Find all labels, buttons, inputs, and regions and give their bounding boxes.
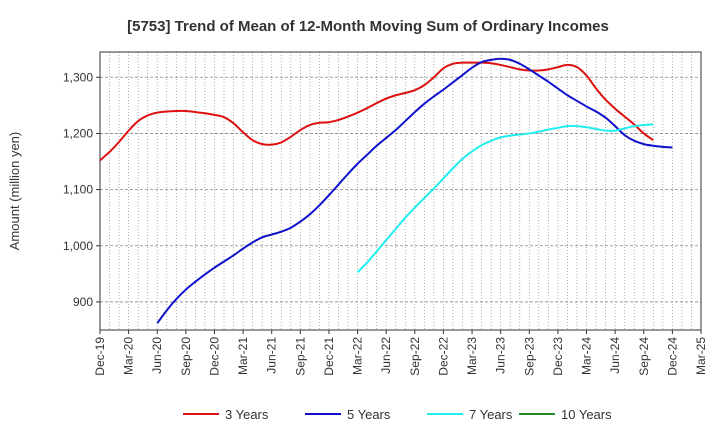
x-tick-label: Jun-20 — [150, 337, 164, 374]
x-tick-label: Sep-22 — [408, 337, 422, 376]
legend-label: 3 Years — [225, 407, 269, 422]
legend-label: 10 Years — [561, 407, 612, 422]
legend: 3 Years 5 Years 7 Years 10 Years — [183, 407, 612, 422]
y-axis-ticks: 900 1,000 1,100 1,200 1,300 — [63, 70, 100, 309]
grid-lines — [100, 52, 701, 330]
y-axis-label: Amount (million yen) — [7, 132, 22, 251]
x-tick-label: Mar-24 — [580, 337, 594, 375]
x-tick-label: Mar-22 — [351, 337, 365, 375]
chart-title: [5753] Trend of Mean of 12-Month Moving … — [127, 18, 609, 35]
x-tick-label: Jun-21 — [265, 337, 279, 374]
x-tick-label: Sep-24 — [637, 337, 651, 376]
x-tick-label: Dec-24 — [665, 337, 679, 376]
x-tick-label: Dec-19 — [93, 337, 107, 376]
x-tick-label: Sep-21 — [293, 337, 307, 376]
y-tick-label: 1,300 — [63, 70, 93, 84]
x-tick-label: Jun-22 — [379, 337, 393, 374]
series-line-7-years — [356, 123, 654, 273]
x-tick-label: Dec-21 — [322, 337, 336, 376]
x-axis-ticks: Dec-19 Mar-20 Jun-20 Sep-20 Dec-20 Mar-21 Jun-… — [93, 330, 708, 376]
series-line-3-years — [99, 61, 654, 162]
x-tick-label: Mar-23 — [465, 337, 479, 375]
x-tick-label: Dec-20 — [207, 337, 221, 376]
x-tick-label: Dec-22 — [436, 337, 450, 376]
y-tick-label: 1,100 — [63, 183, 93, 197]
y-tick-label: 1,200 — [63, 126, 93, 140]
series-lines — [99, 57, 673, 324]
x-tick-label: Mar-25 — [694, 337, 708, 375]
legend-label: 5 Years — [347, 407, 391, 422]
y-tick-label: 900 — [73, 295, 93, 309]
plot-area-frame — [99, 51, 702, 331]
x-tick-label: Sep-20 — [179, 337, 193, 376]
x-tick-label: Jun-24 — [608, 337, 622, 374]
x-tick-label: Mar-20 — [122, 337, 136, 375]
x-tick-label: Jun-23 — [494, 337, 508, 374]
x-tick-label: Mar-21 — [236, 337, 250, 375]
x-tick-label: Dec-23 — [551, 337, 565, 376]
series-line-5-years — [156, 57, 673, 324]
x-tick-label: Sep-23 — [522, 337, 536, 376]
legend-label: 7 Years — [469, 407, 513, 422]
y-tick-label: 1,000 — [63, 239, 93, 253]
